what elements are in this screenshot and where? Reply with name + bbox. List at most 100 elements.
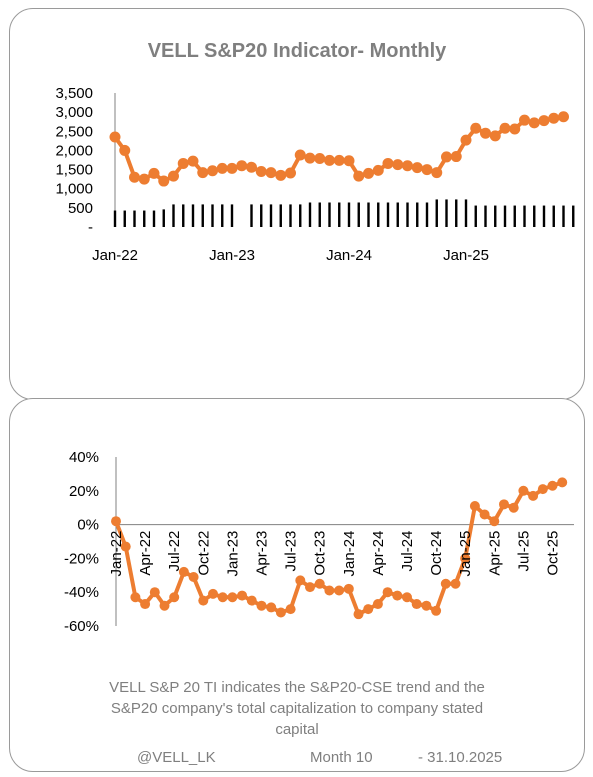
data-point <box>537 484 548 495</box>
caption-line-1: VELL S&P 20 TI indicates the S&P20-CSE t… <box>109 679 485 696</box>
data-point <box>460 134 472 146</box>
bar <box>172 204 175 227</box>
data-point <box>411 599 422 610</box>
x-tick-label: Jan-24 <box>341 531 358 577</box>
data-point <box>509 123 521 135</box>
data-point <box>548 112 560 124</box>
data-point <box>149 587 160 598</box>
x-tick-label: Jan-23 <box>224 531 241 577</box>
data-point <box>431 605 442 616</box>
data-point <box>421 164 433 176</box>
data-point <box>519 114 530 126</box>
data-point <box>236 160 248 172</box>
data-point <box>216 162 228 174</box>
bar <box>123 210 126 227</box>
caption: VELL S&P 20 TI indicates the S&P20-CSE t… <box>9 677 585 740</box>
data-point <box>208 588 218 599</box>
y-tick-label: 2,000 <box>55 142 93 159</box>
bar <box>338 202 341 227</box>
bar <box>425 202 429 227</box>
data-point <box>372 599 383 610</box>
x-tick-label: Oct-24 <box>428 531 445 576</box>
bar <box>221 204 224 227</box>
data-point <box>255 165 267 177</box>
data-point <box>119 144 131 156</box>
data-point <box>266 602 277 613</box>
bar <box>191 204 195 227</box>
bar <box>377 202 380 227</box>
data-point <box>148 167 160 179</box>
data-point <box>226 162 238 174</box>
data-point <box>120 541 131 552</box>
data-point <box>138 173 150 185</box>
data-point <box>528 490 539 501</box>
x-tick-label: Jan-22 <box>108 531 125 577</box>
x-tick-label: Jan-22 <box>92 247 138 264</box>
bar <box>357 202 360 227</box>
data-point <box>363 604 374 615</box>
x-tick-label: Jan-23 <box>209 247 255 264</box>
bar <box>260 204 263 227</box>
bar <box>299 204 302 227</box>
data-point <box>256 600 267 611</box>
chart-title: VELL S&P20 Indicator- Monthly <box>148 40 447 62</box>
x-tick-label: Jul-23 <box>283 531 300 572</box>
data-point <box>227 592 238 603</box>
bar <box>445 199 448 227</box>
data-point <box>246 161 257 173</box>
bar <box>474 205 477 227</box>
data-point <box>314 578 325 589</box>
data-point <box>285 604 296 615</box>
data-point <box>246 595 257 606</box>
y-tick-label: 1,000 <box>55 181 93 198</box>
data-point <box>450 578 461 589</box>
bar <box>503 205 507 227</box>
data-point <box>275 607 286 618</box>
bar <box>201 204 204 227</box>
footer-handle: @VELL_LK <box>137 749 216 766</box>
bar <box>562 205 565 227</box>
data-point <box>304 152 316 164</box>
data-point <box>168 170 179 182</box>
data-point <box>159 600 170 611</box>
bar <box>289 204 292 227</box>
data-point <box>480 127 491 139</box>
y-tick-label: -20% <box>64 550 99 567</box>
x-tick-label: Oct-22 <box>195 531 212 576</box>
bar <box>143 210 146 227</box>
x-tick-label: Oct-25 <box>545 531 562 576</box>
bar <box>416 202 419 227</box>
data-point <box>421 600 432 611</box>
data-point <box>158 175 170 187</box>
bar <box>133 210 136 227</box>
data-point <box>402 160 413 172</box>
data-point <box>305 582 315 593</box>
data-point <box>557 477 568 488</box>
x-tick-label: Apr-22 <box>137 531 154 576</box>
data-point <box>353 609 364 620</box>
x-tick-label: Jul-25 <box>515 531 532 572</box>
data-point <box>333 154 345 166</box>
data-point <box>470 122 482 134</box>
bar <box>152 210 156 227</box>
top-chart-panel <box>9 8 585 400</box>
data-point <box>178 566 189 577</box>
top-chart: VELL S&P20 Indicator- Monthly - 500 1,000 1… <box>55 40 575 264</box>
bar <box>250 204 253 227</box>
data-point <box>275 169 287 181</box>
data-point <box>334 585 345 596</box>
data-point <box>402 592 412 603</box>
bar <box>386 202 390 227</box>
y-tick-label: 3,500 <box>55 85 93 102</box>
x-tick-label: Jan-25 <box>457 531 474 577</box>
data-point <box>324 585 335 596</box>
data-point <box>343 155 355 167</box>
x-tick-label: Jan-25 <box>443 247 489 264</box>
data-point <box>187 155 199 167</box>
y-tick-label: 1,500 <box>55 162 93 179</box>
data-point <box>441 151 452 163</box>
bar <box>211 204 214 227</box>
bar <box>435 199 438 227</box>
data-point <box>109 131 121 143</box>
data-point <box>440 578 451 589</box>
